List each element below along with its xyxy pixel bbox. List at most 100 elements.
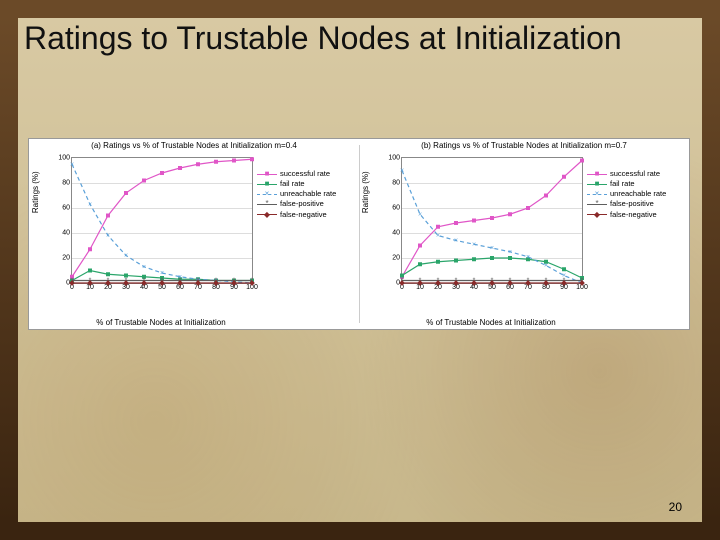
legend-swatch: ◆	[587, 211, 607, 219]
chart-a-xlabel: % of Trustable Nodes at Initialization	[71, 318, 251, 327]
marker-fail	[88, 269, 92, 273]
marker-fail	[436, 260, 440, 264]
legend-label: fail rate	[280, 179, 305, 189]
charts-container: (a) Ratings vs % of Trustable Nodes at I…	[28, 138, 690, 330]
marker-success	[508, 212, 512, 216]
series-svg: ×××××××××××***********	[72, 158, 252, 283]
legend-item-fail: ■fail rate	[587, 179, 679, 189]
ytick-label: 40	[392, 230, 402, 237]
legend-item-fneg: ◆false-negative	[587, 210, 679, 220]
marker-success	[436, 225, 440, 229]
marker-success	[250, 157, 254, 161]
legend-swatch: ■	[587, 170, 607, 178]
marker-success	[124, 191, 128, 195]
marker-unreach: ×	[508, 249, 512, 256]
chart-a-plot: 0204060801000102030405060708090100××××××…	[71, 157, 253, 284]
legend-item-fail: ■fail rate	[257, 179, 349, 189]
legend-item-unreach: ×unreachable rate	[257, 189, 349, 199]
page-number: 20	[669, 500, 682, 514]
marker-success	[88, 247, 92, 251]
marker-unreach: ×	[544, 263, 548, 270]
legend-label: false-negative	[610, 210, 657, 220]
series-unreach	[72, 164, 252, 283]
marker-success	[490, 216, 494, 220]
chart-b-plot: 0204060801000102030405060708090100××××××…	[401, 157, 583, 284]
ytick-label: 20	[62, 255, 72, 262]
marker-unreach: ×	[88, 201, 92, 208]
marker-unreach: ×	[160, 270, 164, 277]
chart-a-title: (a) Ratings vs % of Trustable Nodes at I…	[29, 141, 359, 150]
chart-a-ylabel: Ratings (%)	[31, 171, 40, 213]
legend-swatch: ■	[587, 180, 607, 188]
marker-fail	[454, 259, 458, 263]
legend-label: fail rate	[610, 179, 635, 189]
marker-unreach: ×	[418, 211, 422, 218]
legend-label: unreachable rate	[610, 189, 666, 199]
legend-item-success: ■successful rate	[587, 169, 679, 179]
marker-success	[562, 175, 566, 179]
legend-swatch: ×	[257, 190, 277, 198]
marker-unreach: ×	[472, 241, 476, 248]
chart-panel-b: (b) Ratings vs % of Trustable Nodes at I…	[359, 139, 689, 329]
marker-unreach: ×	[526, 254, 530, 261]
slide: Ratings to Trustable Nodes at Initializa…	[0, 0, 720, 540]
legend-label: false-positive	[610, 199, 654, 209]
marker-unreach: ×	[142, 264, 146, 271]
ytick-label: 100	[388, 155, 402, 162]
legend-label: false-positive	[280, 199, 324, 209]
ytick-label: 60	[392, 205, 402, 212]
legend-swatch: *	[587, 200, 607, 208]
marker-success	[418, 244, 422, 248]
legend-label: false-negative	[280, 210, 327, 220]
ytick-label: 20	[392, 255, 402, 262]
legend-item-unreach: ×unreachable rate	[587, 189, 679, 199]
marker-success	[544, 194, 548, 198]
marker-unreach: ×	[436, 233, 440, 240]
chart-b-ylabel: Ratings (%)	[361, 171, 370, 213]
legend-label: successful rate	[280, 169, 330, 179]
chart-b-title: (b) Ratings vs % of Trustable Nodes at I…	[359, 141, 689, 150]
marker-success	[196, 162, 200, 166]
marker-unreach: ×	[454, 238, 458, 245]
page-title: Ratings to Trustable Nodes at Initializa…	[24, 20, 696, 58]
marker-fail	[562, 267, 566, 271]
marker-success	[160, 171, 164, 175]
marker-success	[178, 166, 182, 170]
legend-swatch: *	[257, 200, 277, 208]
chart-panel-a: (a) Ratings vs % of Trustable Nodes at I…	[29, 139, 359, 329]
legend-item-success: ■successful rate	[257, 169, 349, 179]
marker-success	[106, 214, 110, 218]
chart-b-xlabel: % of Trustable Nodes at Initialization	[401, 318, 581, 327]
series-success	[72, 159, 252, 277]
marker-fail	[490, 256, 494, 260]
marker-success	[472, 219, 476, 223]
marker-fail	[106, 272, 110, 276]
legend-label: successful rate	[610, 169, 660, 179]
chart-a-legend: ■successful rate■fail rate×unreachable r…	[257, 169, 349, 220]
marker-success	[454, 221, 458, 225]
series-svg: ×××××××××××***********	[402, 158, 582, 283]
marker-unreach: ×	[106, 233, 110, 240]
marker-unreach: ×	[70, 161, 74, 168]
ytick-label: 60	[62, 205, 72, 212]
legend-swatch: ■	[257, 180, 277, 188]
ytick-label: 80	[62, 180, 72, 187]
marker-unreach: ×	[490, 245, 494, 252]
marker-unreach: ×	[400, 168, 404, 175]
marker-success	[580, 159, 584, 163]
legend-swatch: ×	[587, 190, 607, 198]
legend-swatch: ◆	[257, 211, 277, 219]
chart-b-legend: ■successful rate■fail rate×unreachable r…	[587, 169, 679, 220]
series-fail	[402, 258, 582, 278]
ytick-label: 40	[62, 230, 72, 237]
legend-item-fpos: *false-positive	[257, 199, 349, 209]
marker-fail	[508, 256, 512, 260]
marker-fail	[472, 257, 476, 261]
legend-label: unreachable rate	[280, 189, 336, 199]
marker-success	[232, 159, 236, 163]
legend-item-fpos: *false-positive	[587, 199, 679, 209]
marker-success	[142, 179, 146, 183]
marker-success	[526, 206, 530, 210]
legend-item-fneg: ◆false-negative	[257, 210, 349, 220]
ytick-label: 80	[392, 180, 402, 187]
